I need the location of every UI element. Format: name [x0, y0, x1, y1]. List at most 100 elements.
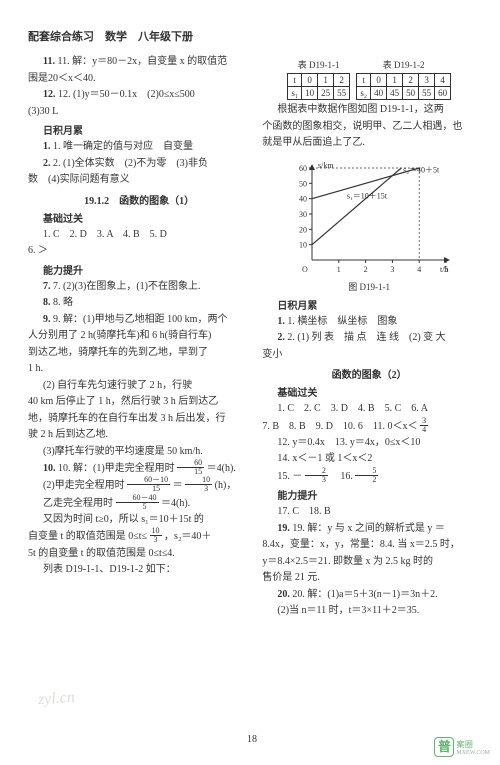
fraction: 34: [420, 417, 428, 434]
subsection-title: 日积月累: [262, 297, 476, 312]
t: ＝: [173, 480, 183, 491]
text-line: y＝8.4×2.5＝21. 即数量 x 为 2.5 kg 时的: [262, 554, 476, 571]
text-line: 5t 的自变量 t 的取值范围是 0≤t≤4.: [28, 546, 250, 563]
t: 16.: [330, 471, 355, 482]
text-line: 列表 D19-1-1、D19-1-2 如下：: [28, 562, 250, 579]
t: ，s₂＝40＋: [164, 531, 211, 542]
answer-row: 14. x＜－1 或 1＜x＜2: [262, 451, 476, 468]
answer-row: 15. － 23 16. 52: [262, 468, 476, 485]
chart-caption: 图 D19-1-1: [262, 280, 476, 293]
table-b-wrap: 表 D19-1-2 t01234 s₂4045505560: [356, 58, 451, 100]
left-column: 11. 11. 解：y＝80－2x，自变量 x 的取值范 围是20＜x＜40. …: [28, 54, 250, 728]
text-line: 驶 2 h 后到达乙地.: [28, 427, 250, 444]
text-line: 数 (4)实际问题有意义: [28, 172, 250, 189]
fraction: 52: [355, 467, 378, 484]
text-line: 又因为时间 t≥0，所以 s₁＝10＋15t 的: [28, 512, 250, 529]
text-line: (2) 自行车先匀速行驶了 2 h，行驶: [28, 378, 250, 395]
text-line: 乙走完全程用时 60－405 ＝4(h).: [28, 495, 250, 512]
t: 20. 解：(1)a＝5＋3(n－1)＝3n＋2.: [292, 589, 437, 600]
subsection-title: 能力提升: [28, 262, 250, 277]
text-line: 8. 8. 略: [28, 295, 250, 312]
text-line: 10. 10. 解：(1)甲走完全程用时 6015 ＝4(h).: [28, 460, 250, 477]
svg-text:s/km: s/km: [318, 161, 334, 170]
svg-text:20: 20: [299, 225, 307, 234]
answer-row: 12. y＝0.4x 13. y＝4x，0≤x＜10: [262, 435, 476, 452]
fraction: 6015: [177, 459, 204, 476]
fraction: 103: [150, 527, 162, 544]
source-stamp: 普 案圈 MXEW.COM: [434, 737, 490, 757]
svg-text:4: 4: [417, 265, 421, 274]
subsection-title: 基础过关: [28, 210, 250, 225]
text-line: 人分别用了 2 h(骑摩托车)和 6 h(骑自行车): [28, 328, 250, 345]
text-line: 40 km 后停止了 1 h，然后行驶 3 h 后到达乙: [28, 394, 250, 411]
t: MXEW.COM: [456, 750, 490, 756]
text-line: 到达乙地，骑摩托车的先到乙地，早到了: [28, 345, 250, 362]
stamp-badge-icon: 普: [434, 737, 454, 757]
text-line: (3)30 L: [28, 104, 250, 121]
page-header: 配套综合练习 数学 八年级下册: [28, 28, 476, 44]
table-title: 表 D19-1-2: [356, 58, 451, 71]
t: 1. 唯一确定的值与对应 自变量: [53, 141, 193, 152]
text-line: 个函数的图象相交，说明甲、乙二人相遇，也: [262, 119, 476, 136]
section-title: 函数的图象（2）: [262, 366, 476, 381]
svg-text:s₁＝10＋15t: s₁＝10＋15t: [347, 191, 388, 200]
fraction: 60－405: [116, 494, 159, 511]
line-chart: 10203040506012345Os/kmt/hs₂＝40＋5ts₁＝10＋1…: [284, 158, 454, 278]
text-line: 2. 2. (1) 列 表 描 点 连 线 (2) 变 大: [262, 330, 476, 347]
t: 乙走完全程用时: [43, 497, 113, 508]
t: 自变量 t 的取值范围是 0≤t≤: [28, 531, 147, 542]
answer-row: 6. ＞: [28, 243, 250, 260]
t: (h)，: [215, 480, 237, 491]
text-line: 1. 1. 横坐标 纵坐标 图象: [262, 314, 476, 331]
table-b: t01234 s₂4045505560: [356, 73, 451, 100]
answer-row: 17. C 18. B: [262, 504, 476, 521]
text-line: 11. 11. 解：y＝80－2x，自变量 x 的取值范: [28, 54, 250, 71]
text-line: 20. 20. 解：(1)a＝5＋3(n－1)＝3n＋2.: [262, 587, 476, 604]
fraction: 23: [305, 467, 328, 484]
t: 1. 横坐标 纵坐标 图象: [287, 316, 397, 327]
svg-text:3: 3: [391, 265, 395, 274]
t: 7. (2)(3)在图象上，(1)不在图象上.: [53, 281, 200, 292]
svg-text:30: 30: [299, 210, 307, 219]
t: (2)甲走完全程用时: [43, 480, 125, 491]
svg-text:2: 2: [364, 265, 368, 274]
svg-text:t/h: t/h: [440, 265, 448, 274]
t: 10. 解：(1)甲走完全程用时: [58, 463, 175, 474]
page-number: 18: [28, 734, 476, 745]
t: 19. 解：y 与 x 之间的解析式是 y ＝: [292, 523, 445, 534]
tables-row: 表 D19-1-1 t012 s₁102555 表 D19-1-2 t01234…: [262, 58, 476, 100]
table-a: t012 s₁102555: [287, 73, 350, 100]
t: ＝4(h).: [207, 463, 236, 474]
two-column-layout: 11. 11. 解：y＝80－2x，自变量 x 的取值范 围是20＜x＜40. …: [28, 54, 476, 728]
text-line: 2. 2. (1)全体实数 (2)不为零 (3)非负: [28, 156, 250, 173]
t: 12. (1)y＝50－0.1x (2)0≤x≤500: [58, 89, 195, 100]
t: 案圈: [456, 740, 473, 749]
text-line: 自变量 t 的取值范围是 0≤t≤ 103 ，s₂＝40＋: [28, 528, 250, 545]
answer-row: 1. C 2. C 3. D 4. B 5. C 6. A: [262, 401, 476, 418]
subsection-title: 能力提升: [262, 487, 476, 502]
text-line: 19. 19. 解：y 与 x 之间的解析式是 y ＝: [262, 521, 476, 538]
answer-row: 1. C 2. D 3. A 4. B 5. D: [28, 227, 250, 244]
text-line: 根据表中数据作图如图 D19-1-1，这两: [262, 102, 476, 119]
text-line: (3)摩托车行驶的平均速度是 50 km/h.: [28, 444, 250, 461]
t: ＝4(h).: [161, 497, 190, 508]
svg-text:40: 40: [299, 194, 307, 203]
t: 11. 解：y＝80－2x，自变量 x 的取值范: [57, 56, 227, 67]
subsection-title: 基础过关: [262, 384, 476, 399]
svg-text:60: 60: [299, 164, 307, 173]
svg-text:1: 1: [337, 265, 341, 274]
svg-text:10: 10: [299, 240, 307, 249]
subsection-title: 日积月累: [28, 122, 250, 137]
text-line: 9. 9. 解：(1)甲地与乙地相距 100 km，两个: [28, 312, 250, 329]
text-line: 就是甲从后面追上了乙.: [262, 135, 476, 152]
text-line: 变小: [262, 347, 476, 364]
t: 9. 解：(1)甲地与乙地相距 100 km，两个: [53, 314, 227, 325]
right-column: 表 D19-1-1 t012 s₁102555 表 D19-1-2 t01234…: [262, 54, 476, 728]
stamp-label: 案圈 MXEW.COM: [456, 739, 490, 756]
text-line: 售价是 21 元.: [262, 570, 476, 587]
text-line: 围是20＜x＜40.: [28, 71, 250, 88]
answer-row: 7. B 8. B 9. D 10. 6 11. 0＜x＜ 34: [262, 418, 476, 435]
text-line: 8.4x，变量：x，y，常量：8.4. 当 x＝2.5 时，: [262, 537, 476, 554]
svg-text:s₂＝40＋5t: s₂＝40＋5t: [403, 165, 440, 174]
t: 2. (1)全体实数 (2)不为零 (3)非负: [53, 158, 208, 169]
